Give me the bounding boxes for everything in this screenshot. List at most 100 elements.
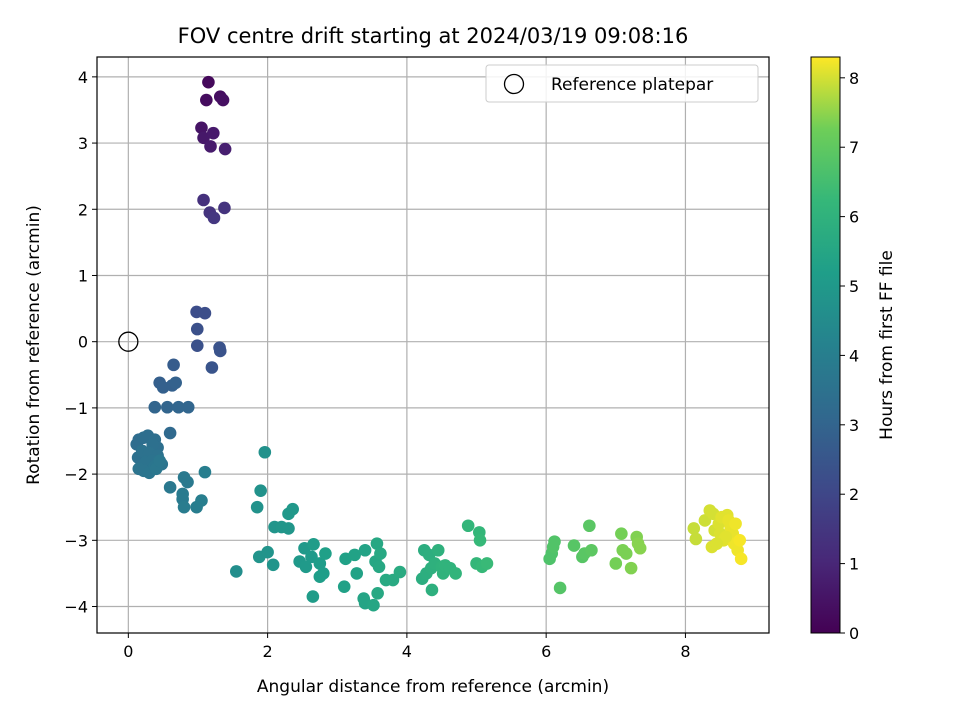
data-point	[619, 547, 633, 560]
colorbar-ticks: 0 1 2 3 4 5 6 7 8	[840, 69, 859, 643]
data-point	[425, 583, 439, 597]
x-tick-label: 0	[123, 642, 133, 661]
data-point	[370, 537, 384, 550]
colorbar-tick-label: 1	[849, 555, 859, 574]
data-point	[254, 484, 267, 497]
data-point	[350, 567, 364, 580]
data-point	[261, 545, 274, 559]
data-point	[307, 537, 320, 551]
data-point	[198, 306, 212, 320]
colorbar-label: Hours from first FF file	[877, 250, 897, 440]
colorbar-tick-label: 0	[849, 624, 859, 643]
reference-marker	[118, 331, 139, 352]
legend: Reference platepar	[485, 64, 759, 103]
data-point	[250, 500, 264, 514]
colorbar-tick-label: 2	[849, 485, 859, 504]
data-point	[266, 558, 280, 572]
y-tick-label: −2	[64, 465, 88, 484]
data-point	[204, 140, 217, 153]
legend-label: Reference platepar	[551, 75, 713, 95]
data-point	[319, 547, 332, 560]
y-axis-label: Rotation from reference (arcmin)	[24, 205, 44, 485]
data-point	[393, 565, 407, 579]
data-point	[163, 481, 177, 494]
reference-point	[118, 331, 139, 352]
data-point	[218, 142, 232, 156]
data-point	[358, 543, 372, 557]
data-point	[299, 560, 313, 574]
colorbar-tick-label: 8	[849, 69, 859, 88]
data-point	[177, 500, 191, 514]
data-point	[348, 548, 361, 562]
data-point	[609, 557, 623, 570]
data-point	[213, 344, 227, 358]
data-point	[710, 537, 724, 550]
data-point	[181, 400, 195, 414]
data-point	[195, 121, 208, 135]
data-point	[206, 126, 220, 140]
y-tick-label: 4	[78, 68, 88, 87]
plot-frame	[96, 56, 770, 634]
x-axis-label: Angular distance from reference (arcmin)	[257, 677, 609, 697]
data-point	[431, 543, 445, 557]
data-point	[216, 93, 230, 107]
data-point	[286, 502, 299, 516]
data-point	[371, 586, 384, 600]
data-point	[313, 557, 327, 570]
data-point	[689, 532, 703, 546]
y-tick-label: −4	[64, 598, 88, 617]
data-point	[548, 535, 561, 548]
data-point	[733, 534, 747, 547]
y-tick-label: 3	[78, 134, 88, 153]
data-point	[567, 539, 581, 552]
data-point	[200, 93, 213, 107]
data-point	[172, 400, 185, 414]
colorbar-tick-label: 6	[849, 208, 859, 227]
data-point	[615, 527, 628, 540]
data-point	[374, 547, 387, 560]
data-point	[729, 517, 742, 531]
data-point	[687, 522, 701, 535]
y-tick-label: 0	[78, 333, 88, 352]
data-point	[202, 75, 215, 89]
data-point	[195, 494, 208, 507]
x-tick-label: 8	[680, 642, 690, 661]
data-point	[719, 530, 733, 544]
data-point	[633, 541, 647, 555]
colorbar-tick-label: 7	[849, 138, 859, 157]
data-point	[167, 358, 180, 372]
data-point	[461, 519, 475, 533]
data-point	[181, 475, 194, 489]
data-point	[317, 567, 330, 580]
data-point	[624, 561, 638, 575]
data-point	[585, 543, 598, 557]
data-point	[197, 131, 210, 145]
y-tick-label: −1	[64, 399, 88, 418]
data-point	[205, 361, 219, 374]
data-point	[163, 426, 177, 440]
y-tick-label: −3	[64, 531, 88, 550]
data-point	[306, 590, 320, 603]
data-point	[169, 376, 182, 390]
legend-marker	[503, 73, 525, 95]
y-axis-ticks: −4 −3 −2 −1 0 1 2 3 4	[64, 68, 97, 617]
colorbar-tick-label: 3	[849, 416, 859, 435]
data-point	[337, 580, 351, 593]
data-points	[130, 75, 748, 612]
x-tick-label: 6	[541, 642, 551, 661]
data-point	[583, 519, 596, 533]
data-point	[148, 400, 162, 414]
x-axis-ticks: 0 2 4 6 8	[123, 633, 691, 661]
data-point	[734, 552, 748, 566]
data-point	[282, 522, 295, 535]
data-point	[161, 400, 174, 414]
data-point	[229, 565, 243, 578]
legend-box	[485, 64, 759, 103]
data-point	[480, 557, 494, 570]
data-point	[367, 598, 380, 612]
data-point	[449, 567, 462, 580]
x-tick-label: 2	[263, 642, 273, 661]
data-point	[473, 534, 487, 547]
chart-title: FOV centre drift starting at 2024/03/19 …	[178, 24, 689, 48]
